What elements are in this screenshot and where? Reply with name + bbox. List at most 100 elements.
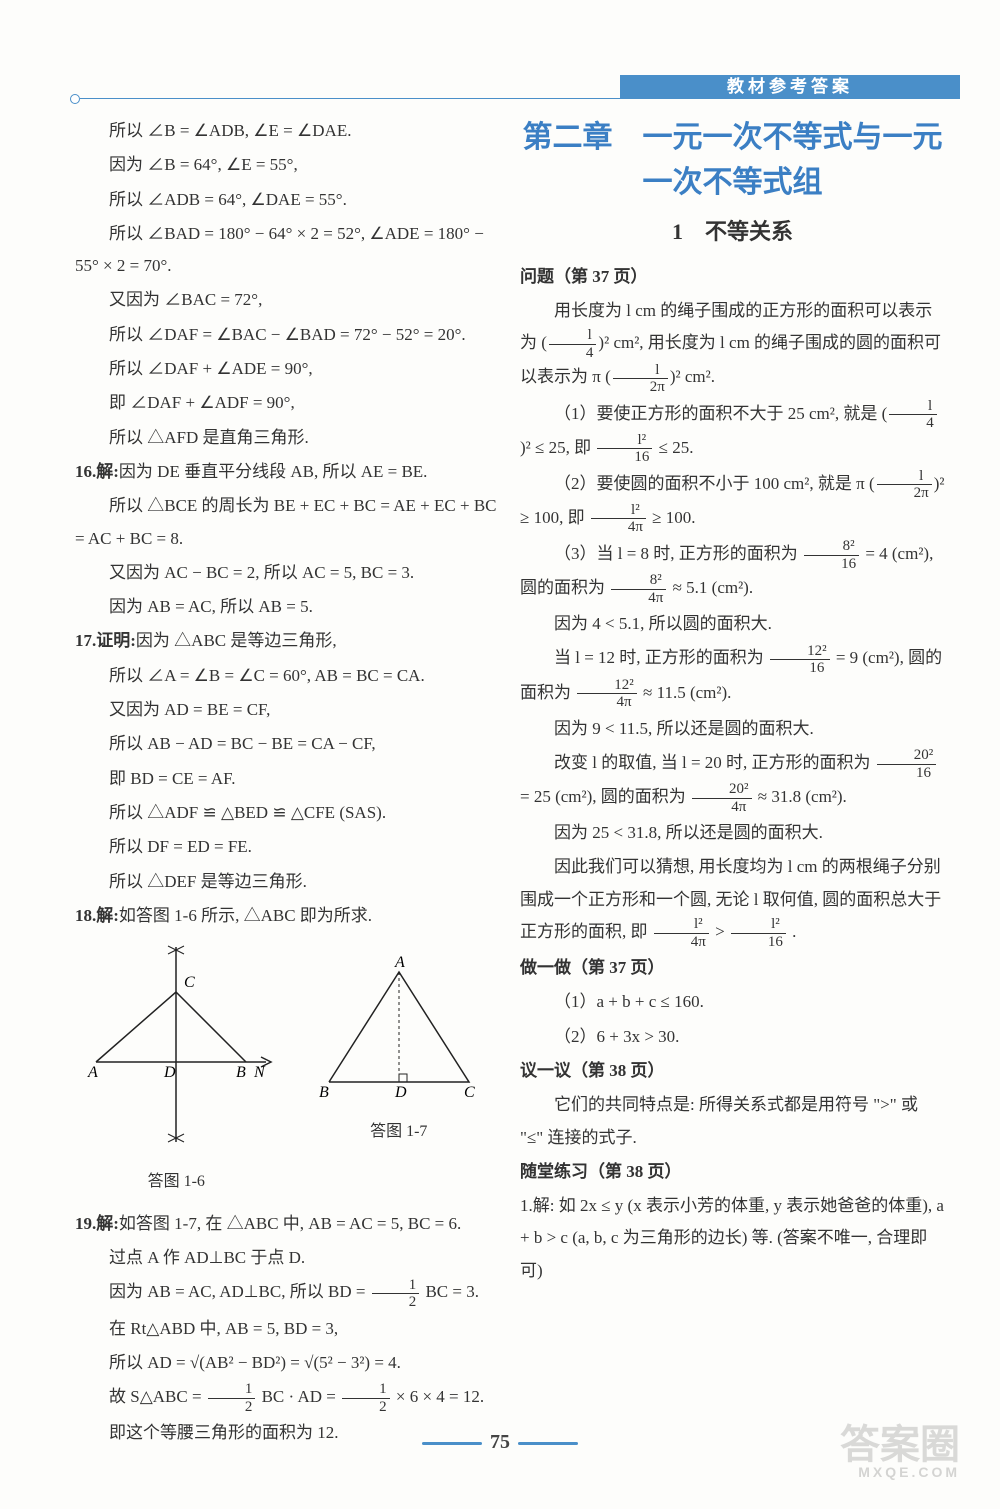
label-C: C [184,974,195,991]
text-line: 它们的共同特点是: 所得关系式都是用符号 ">" 或 "≤" 连接的式子. [520,1089,945,1154]
p19-head: 19.解: [75,1214,119,1233]
frac: l4 [889,398,937,432]
label-A: A [394,954,405,971]
text-line: 所以 △AFD 是直角三角形. [75,422,500,454]
text-line: 又因为 AC − BC = 2, 所以 AC = 5, BC = 3. [75,557,500,589]
p18-head: 18.解: [75,906,119,925]
frac: 12²4π [577,677,637,711]
p19-l3a: 因为 AB = AC, AD⊥BC, 所以 BD = [109,1282,370,1301]
section-title: 1 不等关系 [520,211,945,253]
frac: l²16 [731,916,786,950]
frac-half: 12 [342,1381,390,1415]
frac: 8²4π [611,572,666,606]
p17-head: 17.证明: [75,631,136,650]
fig1-caption: 答图 1-6 [75,1167,278,1197]
label-A: A [87,1064,98,1081]
p16-head: 16.解: [75,462,119,481]
p18: 18.解:如答图 1-6 所示, △ABC 即为所求. [75,900,500,932]
text-line: 即 ∠DAF + ∠ADF = 90°, [75,387,500,419]
label-D: D [394,1084,407,1101]
text-line: 因为 AB = AC, 所以 AB = 5. [75,591,500,623]
label-C: C [464,1084,475,1101]
frac: l2π [613,362,668,396]
text-line: 所以 ∠BAD = 180° − 64° × 2 = 52°, ∠ADE = 1… [75,218,500,283]
q1-head: 问题（第 37 页） [520,261,945,293]
fig2-caption: 答图 1-7 [298,1117,501,1147]
frac: 12²16 [770,643,830,677]
watermark-big: 答案圈 [840,1423,960,1467]
text-line: （3）当 l = 8 时, 正方形的面积为 8²16 = 4 (cm²), 圆的… [520,538,945,606]
figure-1-7: A B C D 答图 1-7 [298,942,501,1198]
text-line: （2）6 + 3x > 30. [520,1021,945,1053]
q2-head: 做一做（第 37 页） [520,952,945,984]
content: 所以 ∠B = ∠ADB, ∠E = ∠DAE. 因为 ∠B = 64°, ∠E… [75,115,945,1429]
q4-head: 随堂练习（第 38 页） [520,1156,945,1188]
header-dot [70,94,80,104]
left-column: 所以 ∠B = ∠ADB, ∠E = ∠DAE. 因为 ∠B = 64°, ∠E… [75,115,500,1429]
label-N: N [253,1064,266,1081]
text-line: 过点 A 作 AD⊥BC 于点 D. [75,1242,500,1274]
text-line: 因为 ∠B = 64°, ∠E = 55°, [75,149,500,181]
text-line: 因为 25 < 31.8, 所以还是圆的面积大. [520,817,945,849]
text-line: 所以 ∠B = ∠ADB, ∠E = ∠DAE. [75,115,500,147]
frac: l2π [877,468,932,502]
text-line: 所以 ∠A = ∠B = ∠C = 60°, AB = BC = CA. [75,660,500,692]
text-line: 又因为 ∠BAC = 72°, [75,284,500,316]
p19-l6b: BC · AD = [262,1387,341,1406]
text-line: 所以 △BCE 的周长为 BE + EC + BC = AE + EC + BC… [75,490,500,555]
frac-half: 12 [372,1277,420,1311]
header-label: 教材参考答案 [727,71,853,103]
frac: l²4π [654,916,709,950]
page-number: 75 [414,1423,586,1461]
header-bar: 教材参考答案 [620,75,960,99]
text-line: 因为 AB = AC, AD⊥BC, 所以 BD = 12 BC = 3. [75,1276,500,1310]
text-line: 因为 4 < 5.1, 所以圆的面积大. [520,608,945,640]
label-B: B [236,1064,246,1081]
text-line: 所以 ∠DAF = ∠BAC − ∠BAD = 72° − 52° = 20°. [75,319,500,351]
figure-1-6-svg: A B C D N [76,942,276,1152]
p19-l6a: 故 S△ABC = [109,1387,206,1406]
chapter-title: 第二章 一元一次不等式与一元一次不等式组 [520,115,945,205]
text-line: （1）a + b + c ≤ 160. [520,986,945,1018]
p19-l3b: BC = 3. [425,1282,479,1301]
text-line: 因为 9 < 11.5, 所以还是圆的面积大. [520,713,945,745]
p19-l1: 如答图 1-7, 在 △ABC 中, AB = AC = 5, BC = 6. [119,1214,461,1233]
text-line: 用长度为 l cm 的绳子围成的正方形的面积可以表示为 (l4)² cm², 用… [520,295,945,395]
figure-row: A B C D N 答图 1-6 A B C D 答图 1- [75,942,500,1198]
frac: l4 [549,327,597,361]
text-line: 故 S△ABC = 12 BC · AD = 12 × 6 × 4 = 12. [75,1381,500,1415]
text-line: （1）要使正方形的面积不大于 25 cm², 就是 (l4)² ≤ 25, 即 … [520,398,945,466]
text-line: 所以 AB − AD = BC − BE = CA − CF, [75,728,500,760]
figure-1-6: A B C D N 答图 1-6 [75,942,278,1198]
text-line: 在 Rt△ABD 中, AB = 5, BD = 3, [75,1313,500,1345]
watermark: 答案圈 MXQE.COM [840,1425,960,1479]
frac: l²4π [591,502,646,536]
text-line: 改变 l 的取值, 当 l = 20 时, 正方形的面积为 20²16 = 25… [520,747,945,815]
text-line: 所以 ∠DAF + ∠ADE = 90°, [75,353,500,385]
p19-l6c: × 6 × 4 = 12. [396,1387,484,1406]
p16-l0: 因为 DE 垂直平分线段 AB, 所以 AE = BE. [119,462,428,481]
p19: 19.解:如答图 1-7, 在 △ABC 中, AB = AC = 5, BC … [75,1208,500,1240]
text-line: 当 l = 12 时, 正方形的面积为 12²16 = 9 (cm²), 圆的面… [520,642,945,710]
text-line: 所以 △DEF 是等边三角形. [75,866,500,898]
p18-text: 如答图 1-6 所示, △ABC 即为所求. [119,906,372,925]
text-line: 又因为 AD = BE = CF, [75,694,500,726]
text-line: 所以 △ADF ≌ △BED ≌ △CFE (SAS). [75,797,500,829]
label-D: D [163,1064,176,1081]
p17: 17.证明:因为 △ABC 是等边三角形, [75,625,500,657]
right-column: 第二章 一元一次不等式与一元一次不等式组 1 不等关系 问题（第 37 页） 用… [520,115,945,1429]
frac: 20²4π [692,781,752,815]
text-line: 所以 AD = √(AB² − BD²) = √(5² − 3²) = 4. [75,1347,500,1379]
p17-l0: 因为 △ABC 是等边三角形, [136,631,337,650]
frac: l²16 [597,432,652,466]
text-line: （2）要使圆的面积不小于 100 cm², 就是 π (l2π)² ≥ 100,… [520,468,945,536]
frac: 8²16 [804,538,859,572]
text-line: 即 BD = CE = AF. [75,763,500,795]
text-line: 因此我们可以猜想, 用长度均为 l cm 的两根绳子分别围成一个正方形和一个圆,… [520,851,945,950]
text-line: 所以 DF = ED = FE. [75,831,500,863]
q3-head: 议一议（第 38 页） [520,1055,945,1087]
frac-half: 12 [208,1381,256,1415]
frac: 20²16 [877,747,937,781]
text-line: 所以 ∠ADB = 64°, ∠DAE = 55°. [75,184,500,216]
p16: 16.解:因为 DE 垂直平分线段 AB, 所以 AE = BE. [75,456,500,488]
